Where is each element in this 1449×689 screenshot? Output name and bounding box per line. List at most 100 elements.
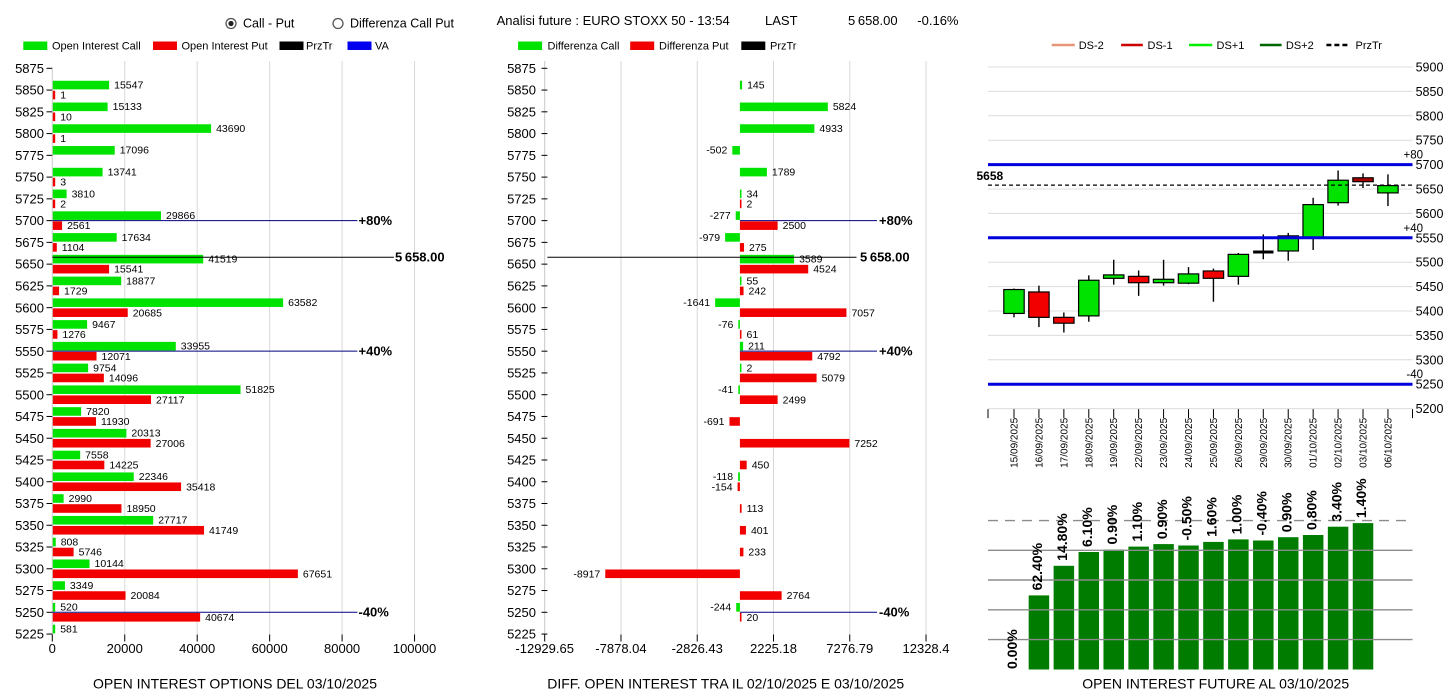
svg-text:5225: 5225 xyxy=(507,627,536,642)
svg-text:41749: 41749 xyxy=(209,525,238,537)
svg-text:-7878.04: -7878.04 xyxy=(595,641,646,656)
svg-text:0.90%: 0.90% xyxy=(1278,492,1294,532)
svg-text:0.90%: 0.90% xyxy=(1104,504,1120,544)
svg-text:5 658.00: 5 658.00 xyxy=(860,250,910,265)
svg-text:01/10/2025: 01/10/2025 xyxy=(1309,417,1320,467)
svg-text:5850: 5850 xyxy=(507,83,536,98)
svg-text:-244: -244 xyxy=(710,602,731,614)
svg-text:+80%: +80% xyxy=(879,213,913,228)
svg-text:5775: 5775 xyxy=(15,148,44,163)
svg-text:5800: 5800 xyxy=(1416,109,1444,123)
svg-text:5700: 5700 xyxy=(15,213,44,228)
svg-text:3.40%: 3.40% xyxy=(1328,481,1344,521)
svg-text:-691: -691 xyxy=(703,416,724,428)
svg-text:17/09/2025: 17/09/2025 xyxy=(1059,417,1070,467)
svg-text:41519: 41519 xyxy=(208,254,237,266)
svg-text:5325: 5325 xyxy=(507,540,536,555)
svg-text:5725: 5725 xyxy=(507,191,536,206)
svg-text:5350: 5350 xyxy=(15,518,44,533)
svg-text:233: 233 xyxy=(748,547,766,559)
svg-text:DS+1: DS+1 xyxy=(1217,40,1245,52)
svg-text:808: 808 xyxy=(61,536,79,548)
svg-text:242: 242 xyxy=(749,286,767,298)
svg-text:5 658.00: 5 658.00 xyxy=(848,13,898,28)
svg-text:1.60%: 1.60% xyxy=(1204,497,1220,537)
svg-text:581: 581 xyxy=(60,623,78,635)
svg-text:5824: 5824 xyxy=(833,101,857,113)
svg-text:450: 450 xyxy=(752,460,770,472)
svg-text:1.10%: 1.10% xyxy=(1129,501,1145,541)
svg-text:18950: 18950 xyxy=(126,503,155,515)
svg-text:4524: 4524 xyxy=(813,264,837,276)
svg-text:80000: 80000 xyxy=(324,641,360,656)
svg-text:2225.18: 2225.18 xyxy=(750,641,797,656)
svg-text:1.00%: 1.00% xyxy=(1229,494,1245,534)
svg-text:+40%: +40% xyxy=(879,343,913,358)
svg-text:24/09/2025: 24/09/2025 xyxy=(1184,417,1195,467)
svg-text:19/09/2025: 19/09/2025 xyxy=(1109,417,1120,467)
svg-text:1104: 1104 xyxy=(62,242,85,254)
svg-text:PrzTr: PrzTr xyxy=(306,40,333,52)
svg-text:5600: 5600 xyxy=(1416,207,1444,221)
svg-text:14096: 14096 xyxy=(109,373,138,385)
svg-text:5650: 5650 xyxy=(1416,183,1444,197)
svg-text:9467: 9467 xyxy=(92,319,116,331)
svg-text:4792: 4792 xyxy=(817,351,841,363)
svg-text:+40: +40 xyxy=(1403,223,1423,235)
svg-text:211: 211 xyxy=(748,341,765,353)
svg-text:20000: 20000 xyxy=(107,641,143,656)
svg-text:14225: 14225 xyxy=(109,460,138,472)
svg-text:62.40%: 62.40% xyxy=(1029,542,1045,590)
svg-text:15/09/2025: 15/09/2025 xyxy=(1010,417,1021,467)
svg-text:LAST: LAST xyxy=(765,13,798,28)
svg-text:11930: 11930 xyxy=(101,416,130,428)
svg-text:-0.16%: -0.16% xyxy=(917,13,959,28)
svg-text:DS-1: DS-1 xyxy=(1148,40,1173,52)
svg-text:27117: 27117 xyxy=(156,394,185,406)
svg-text:PrzTr: PrzTr xyxy=(770,40,797,52)
svg-text:15547: 15547 xyxy=(114,79,143,91)
svg-text:5800: 5800 xyxy=(507,126,536,141)
svg-text:100000: 100000 xyxy=(393,641,436,656)
svg-text:3589: 3589 xyxy=(799,254,823,266)
svg-text:OPEN INTEREST OPTIONS DEL 03/1: OPEN INTEREST OPTIONS DEL 03/10/2025 xyxy=(93,675,377,689)
svg-text:33955: 33955 xyxy=(181,341,210,353)
svg-text:Differenza Call: Differenza Call xyxy=(548,40,620,52)
svg-text:5 658.00: 5 658.00 xyxy=(395,250,445,265)
svg-text:34: 34 xyxy=(747,188,759,200)
svg-text:+80: +80 xyxy=(1403,150,1423,162)
svg-text:60000: 60000 xyxy=(252,641,288,656)
svg-text:10: 10 xyxy=(60,111,72,123)
svg-text:520: 520 xyxy=(60,602,78,614)
svg-text:5450: 5450 xyxy=(507,431,536,446)
svg-text:2: 2 xyxy=(747,198,753,210)
svg-text:5500: 5500 xyxy=(15,387,44,402)
svg-text:5525: 5525 xyxy=(15,366,44,381)
svg-text:5825: 5825 xyxy=(507,104,536,119)
svg-text:7820: 7820 xyxy=(86,406,110,418)
svg-text:2: 2 xyxy=(747,362,753,374)
svg-text:5850: 5850 xyxy=(1416,85,1444,99)
svg-text:-2826.43: -2826.43 xyxy=(672,641,723,656)
svg-text:5450: 5450 xyxy=(1416,280,1444,294)
svg-text:5325: 5325 xyxy=(15,540,44,555)
svg-text:5525: 5525 xyxy=(507,366,536,381)
svg-text:10144: 10144 xyxy=(95,558,124,570)
svg-text:5425: 5425 xyxy=(15,453,44,468)
svg-text:1729: 1729 xyxy=(64,286,88,298)
svg-text:DS-2: DS-2 xyxy=(1079,40,1104,52)
svg-text:17634: 17634 xyxy=(122,232,151,244)
svg-text:35418: 35418 xyxy=(186,481,215,493)
svg-text:5800: 5800 xyxy=(15,126,44,141)
svg-text:5250: 5250 xyxy=(507,605,536,620)
svg-text:4933: 4933 xyxy=(819,123,843,135)
svg-text:5750: 5750 xyxy=(507,170,536,185)
svg-text:55: 55 xyxy=(747,275,759,287)
svg-text:15133: 15133 xyxy=(113,101,142,113)
svg-text:Differenza Put: Differenza Put xyxy=(659,40,729,52)
svg-text:13741: 13741 xyxy=(108,167,137,179)
svg-text:3810: 3810 xyxy=(72,188,96,200)
svg-text:18/09/2025: 18/09/2025 xyxy=(1084,417,1095,467)
svg-text:23/09/2025: 23/09/2025 xyxy=(1159,417,1170,467)
svg-text:2561: 2561 xyxy=(67,220,91,232)
